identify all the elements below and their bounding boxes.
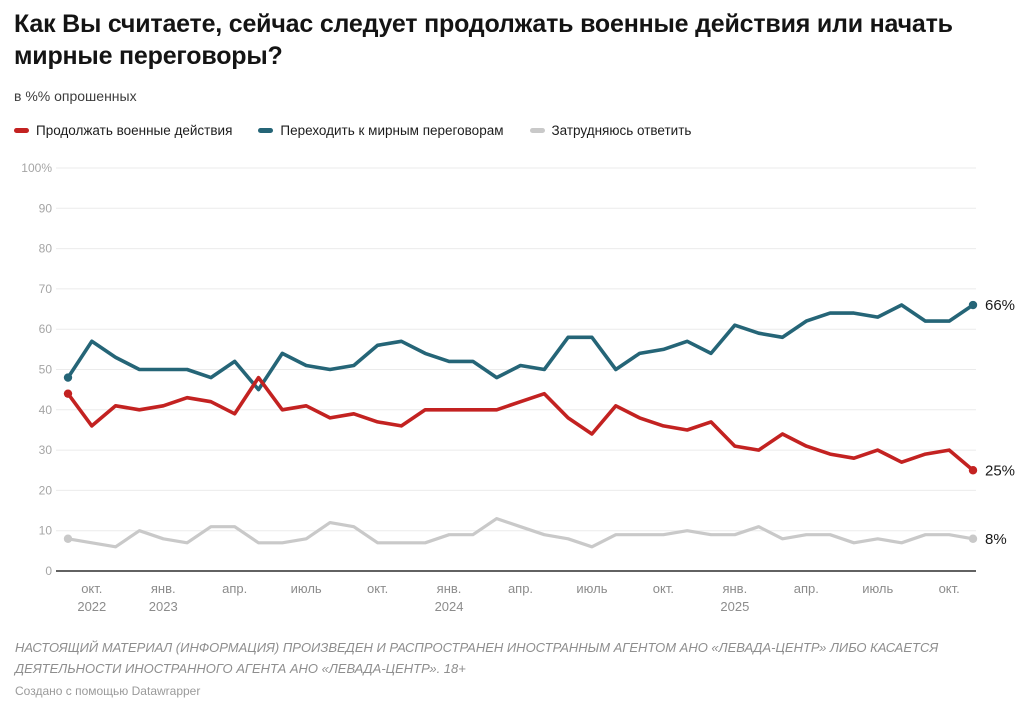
- x-axis-label: июль: [862, 581, 893, 596]
- page-title: Как Вы считаете, сейчас следует продолжа…: [14, 10, 953, 70]
- x-axis-label: апр.: [222, 581, 247, 596]
- series-end-value-label-1: 66%: [985, 297, 1015, 314]
- x-axis-label: янв.: [437, 581, 462, 596]
- y-axis-label: 80: [39, 242, 53, 256]
- x-axis-label: янв.: [151, 581, 176, 596]
- x-axis-year-label: 2022: [77, 599, 106, 614]
- y-axis-label: 10: [39, 524, 53, 538]
- legend-item-hard-to-say: Затрудняюсь ответить: [529, 123, 692, 138]
- chart-subtitle: в %% опрошенных: [14, 88, 137, 104]
- series-line-1: [66, 303, 975, 392]
- y-axis-label: 70: [39, 282, 53, 296]
- legend-label-peace-talks: Переходить к мирным переговорам: [280, 123, 504, 138]
- y-axis-label: 40: [39, 403, 53, 417]
- x-axis-label: июль: [576, 581, 607, 596]
- x-axis-label: апр.: [794, 581, 819, 596]
- y-axis-label: 100%: [21, 161, 52, 175]
- series-end-value-label-0: 25%: [985, 462, 1015, 479]
- series-start-dot-1: [63, 373, 73, 382]
- y-axis-label: 0: [45, 564, 52, 578]
- legend-item-continue-war: Продолжать военные действия: [14, 123, 232, 138]
- y-axis-label: 20: [39, 483, 53, 497]
- y-axis-label: 90: [39, 201, 53, 215]
- chart-legend: Продолжать военные действия Переходить к…: [14, 123, 691, 138]
- foreign-agent-disclaimer: НАСТОЯЩИЙ МАТЕРИАЛ (ИНФОРМАЦИЯ) ПРОИЗВЕД…: [15, 640, 939, 677]
- series-end-dot-0: [968, 466, 978, 475]
- x-axis-label: окт.: [81, 581, 102, 596]
- legend-swatch-continue-war: [14, 128, 29, 133]
- x-axis-label: окт.: [939, 581, 960, 596]
- series-line-2: [66, 516, 975, 549]
- series-start-dot-0: [63, 389, 73, 398]
- x-axis-label: апр.: [508, 581, 533, 596]
- x-axis-year-label: 2025: [720, 599, 749, 614]
- y-axis-label: 30: [39, 443, 53, 457]
- legend-item-peace-talks: Переходить к мирным переговорам: [258, 123, 504, 138]
- x-axis-label: июль: [291, 581, 322, 596]
- legend-swatch-peace-talks: [258, 128, 274, 133]
- series-line-0: [66, 375, 975, 473]
- series-end-dot-1: [968, 300, 978, 310]
- legend-swatch-hard-to-say: [529, 128, 545, 133]
- legend-label-continue-war: Продолжать военные действия: [36, 123, 233, 138]
- datawrapper-credit: Создано с помощью Datawrapper: [15, 684, 201, 698]
- x-axis-year-label: 2024: [435, 599, 464, 614]
- line-chart: 0 10 20 30 40 50 60 70 80 90 100% окт. 2022 янв. 2023 а…: [21, 161, 1015, 614]
- x-axis-label: янв.: [722, 581, 747, 596]
- y-axis-label: 60: [39, 322, 53, 336]
- x-axis-label: окт.: [367, 581, 388, 596]
- series-end-dot-2: [968, 534, 978, 543]
- series-start-dot-2: [63, 534, 73, 543]
- series-end-value-label-2: 8%: [985, 531, 1007, 548]
- legend-label-hard-to-say: Затрудняюсь ответить: [551, 123, 692, 138]
- x-axis-year-label: 2023: [149, 599, 178, 614]
- y-axis-label: 50: [39, 363, 53, 377]
- x-axis-label: окт.: [653, 581, 674, 596]
